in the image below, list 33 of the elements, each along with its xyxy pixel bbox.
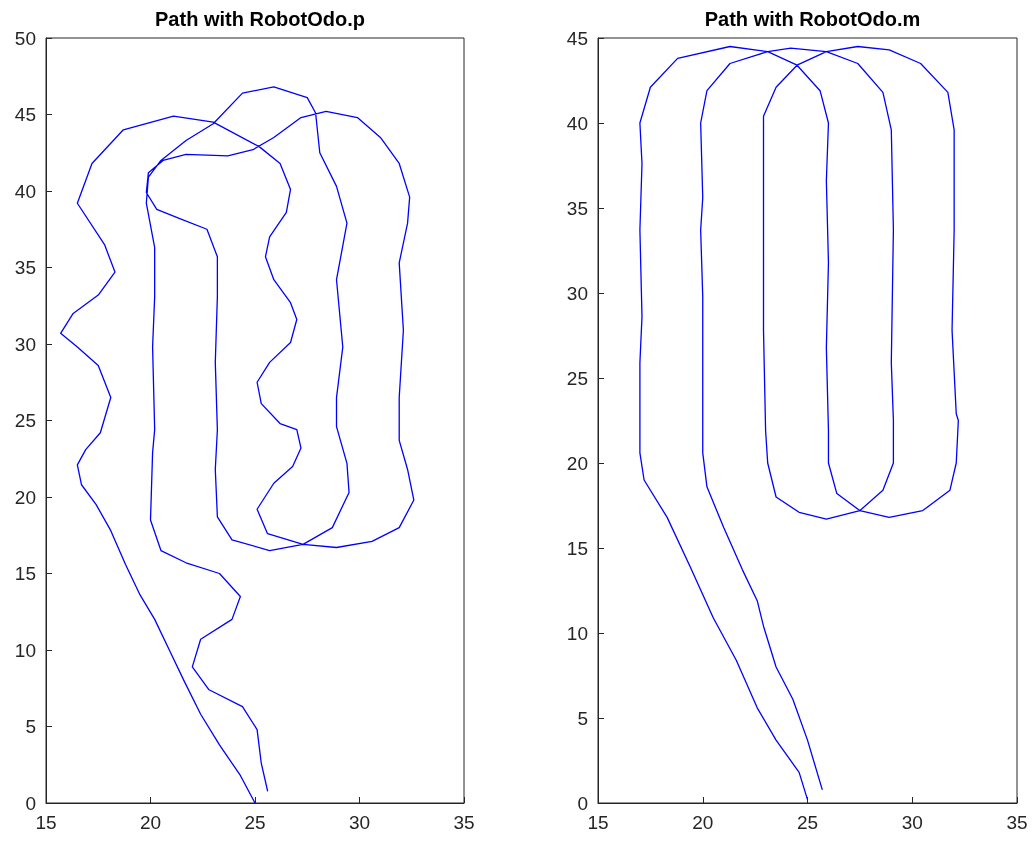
x-tick-label: 25 (244, 812, 266, 833)
y-tick-label: 5 (577, 707, 588, 729)
chart-title: Path with RobotOdo.m (704, 8, 921, 30)
y-tick-label: 40 (14, 180, 36, 202)
x-tick-label: 30 (901, 812, 923, 833)
y-tick-label: 0 (577, 792, 588, 814)
y-tick-label: 45 (566, 27, 588, 49)
y-tick-label: 25 (566, 367, 588, 389)
y-tick-label: 0 (25, 792, 36, 814)
line-series (59, 86, 415, 804)
y-tick-label: 50 (14, 27, 36, 49)
y-tick-label: 40 (566, 112, 588, 134)
x-tick-label: 30 (348, 812, 371, 833)
x-tick-label: 20 (692, 812, 714, 833)
chart-title: Path with RobotOdo.p (155, 8, 365, 30)
y-tick-label: 20 (566, 452, 588, 474)
y-tick-label: 5 (25, 716, 36, 737)
y-tick-label: 15 (566, 537, 588, 559)
x-tick-label: 35 (453, 812, 475, 833)
y-tick-label: 10 (566, 622, 588, 644)
y-tick-label: 20 (14, 486, 36, 508)
x-tick-label: 20 (139, 812, 162, 833)
y-tick-label: 10 (14, 639, 36, 661)
y-tick-label: 30 (566, 282, 588, 304)
line-series (639, 45, 959, 801)
y-tick-label: 25 (14, 410, 36, 431)
y-tick-label: 35 (14, 257, 36, 278)
y-tick-label: 30 (14, 333, 36, 355)
y-tick-label: 45 (14, 104, 36, 125)
x-tick-label: 35 (1006, 812, 1028, 833)
x-tick-label: 25 (796, 812, 819, 833)
y-tick-label: 15 (14, 563, 36, 584)
y-tick-label: 35 (566, 197, 588, 219)
